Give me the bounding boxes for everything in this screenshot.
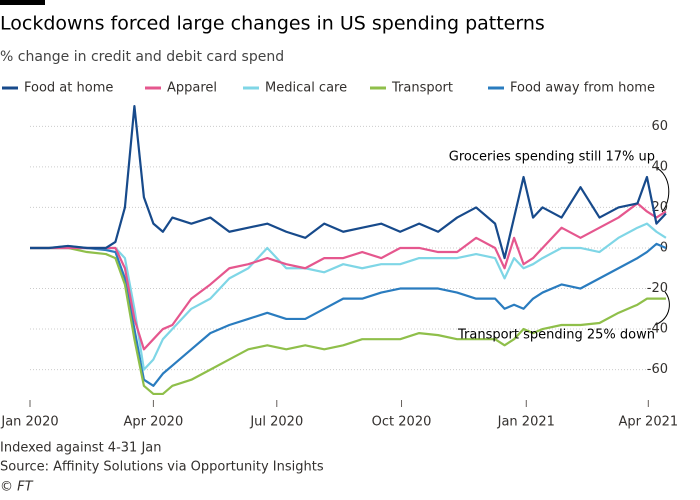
series-line xyxy=(30,246,666,396)
y-tick-label: -40 xyxy=(647,322,668,337)
y-tick-label: -60 xyxy=(647,362,668,377)
series-line xyxy=(30,242,667,387)
chart-subtitle: % change in credit and debit card spend xyxy=(0,49,284,65)
legend-label: Food away from home xyxy=(510,81,655,96)
y-tick-label: -20 xyxy=(647,281,668,296)
legend-label: Apparel xyxy=(167,81,217,96)
x-tick-label: Jan 2021 xyxy=(497,415,555,430)
credit: © FT xyxy=(0,480,34,495)
chart-title: Lockdowns forced large changes in US spe… xyxy=(0,13,545,35)
x-tick-label: Jul 2020 xyxy=(249,415,303,430)
legend-label: Food at home xyxy=(24,81,113,96)
annotation: Groceries spending still 17% up xyxy=(449,150,655,165)
x-tick-label: Apr 2021 xyxy=(618,415,678,430)
legend-label: Transport xyxy=(391,81,453,96)
source: Source: Affinity Solutions via Opportuni… xyxy=(0,460,324,475)
annotation-leader xyxy=(654,166,670,213)
x-tick-label: Oct 2020 xyxy=(372,415,432,430)
y-tick-label: 60 xyxy=(651,119,668,134)
annotation: Transport spending 25% down xyxy=(457,328,655,343)
series-line xyxy=(30,222,667,371)
annotation-leader xyxy=(654,291,670,326)
x-tick-label: Apr 2020 xyxy=(124,415,184,430)
y-tick-label: 20 xyxy=(651,200,668,215)
series-line xyxy=(30,104,667,260)
series-line xyxy=(30,202,667,351)
legend-label: Medical care xyxy=(265,81,347,96)
y-tick-label: 40 xyxy=(651,159,668,174)
note: Indexed against 4-31 Jan xyxy=(0,441,161,456)
x-tick-label: Jan 2020 xyxy=(0,415,58,430)
brand-bar xyxy=(0,0,45,5)
